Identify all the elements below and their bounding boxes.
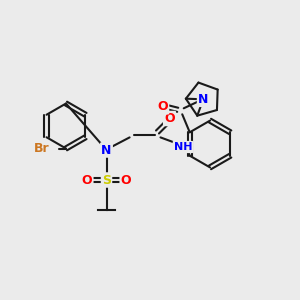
Text: N: N — [198, 93, 208, 106]
Text: S: S — [102, 173, 111, 187]
Text: O: O — [158, 100, 168, 113]
Text: O: O — [82, 173, 92, 187]
Text: O: O — [121, 173, 131, 187]
Text: NH: NH — [174, 142, 192, 152]
Text: N: N — [101, 143, 112, 157]
Text: Br: Br — [34, 142, 50, 155]
Text: O: O — [164, 112, 175, 125]
